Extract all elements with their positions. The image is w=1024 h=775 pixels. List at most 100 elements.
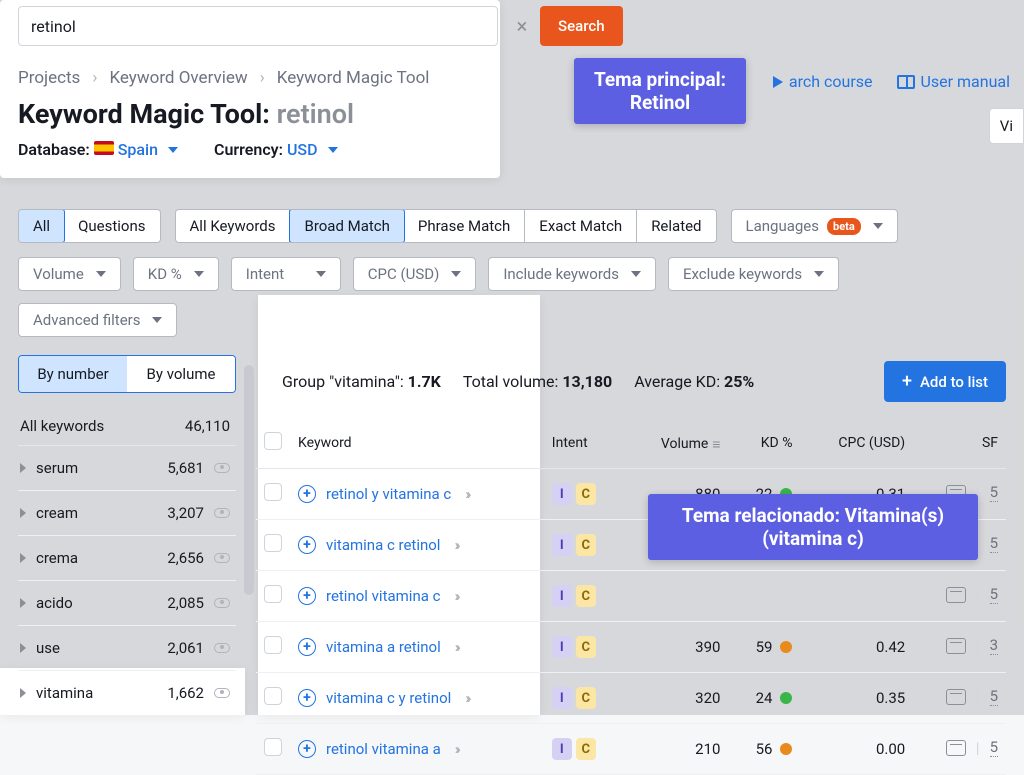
sidebar-item-vitamina[interactable]: vitamina 1,662 xyxy=(18,671,236,716)
row-checkbox[interactable] xyxy=(264,483,282,501)
sf-divider: | xyxy=(976,586,980,604)
search-button[interactable]: Search xyxy=(540,6,623,46)
add-keyword-icon[interactable]: + xyxy=(298,587,316,605)
tab-broad-match[interactable]: Broad Match xyxy=(289,209,404,243)
sidebar-all-keywords[interactable]: All keywords xyxy=(20,417,104,435)
keyword-link[interactable]: retinol vitamina a xyxy=(326,740,441,758)
serp-icon[interactable] xyxy=(946,587,966,603)
col-cpc[interactable]: CPC (USD) xyxy=(800,418,913,469)
sf-value[interactable]: 5 xyxy=(990,483,998,502)
cpc-filter[interactable]: CPC (USD) xyxy=(353,257,477,291)
breadcrumb-item[interactable]: Projects xyxy=(18,68,80,88)
intent-badge-c: C xyxy=(576,534,596,556)
volume-value: 320 xyxy=(626,673,729,724)
chevron-right-icon xyxy=(20,508,26,518)
include-filter[interactable]: Include keywords xyxy=(488,257,656,291)
sf-value[interactable]: 5 xyxy=(990,687,998,706)
tab-related[interactable]: Related xyxy=(637,210,715,242)
intent-badge-c: C xyxy=(576,483,596,505)
sidebar-item-serum[interactable]: serum 5,681 xyxy=(18,446,236,491)
intent-badge-i: I xyxy=(552,687,572,709)
exclude-filter[interactable]: Exclude keywords xyxy=(668,257,839,291)
tab-all[interactable]: All xyxy=(18,209,65,243)
close-icon[interactable]: × xyxy=(512,14,532,38)
sidebar-item-use[interactable]: use 2,061 xyxy=(18,626,236,671)
sidebar-item-cream[interactable]: cream 3,207 xyxy=(18,491,236,536)
add-keyword-icon[interactable]: + xyxy=(298,638,316,656)
serp-icon[interactable] xyxy=(946,638,966,654)
tab-questions[interactable]: Questions xyxy=(64,210,159,242)
serp-icon[interactable] xyxy=(946,740,966,756)
intent-badge-i: I xyxy=(552,483,572,505)
add-keyword-icon[interactable]: + xyxy=(298,740,316,758)
serp-icon[interactable] xyxy=(946,689,966,705)
sidebar-scrollbar[interactable] xyxy=(244,365,254,595)
breadcrumb-item[interactable]: Keyword Magic Tool xyxy=(277,68,430,88)
keyword-link[interactable]: retinol vitamina c xyxy=(326,587,440,605)
cpc-value: 0.35 xyxy=(800,673,913,724)
table-row: +vitamina a retinol›› IC 390 59 0.42 |3 xyxy=(256,622,1006,673)
sidebar-item-acido[interactable]: acido 2,085 xyxy=(18,581,236,626)
kd-value: 56 xyxy=(728,724,800,775)
double-chevron-icon: ›› xyxy=(465,485,468,503)
keyword-link[interactable]: vitamina c retinol xyxy=(326,536,440,554)
keyword-link[interactable]: retinol y vitamina c xyxy=(326,485,451,503)
eye-icon[interactable] xyxy=(214,508,230,518)
volume-filter[interactable]: Volume xyxy=(18,257,121,291)
intent-filter[interactable]: Intent xyxy=(231,257,341,291)
row-checkbox[interactable] xyxy=(264,534,282,552)
languages-filter[interactable]: Languages beta xyxy=(731,209,898,243)
intent-badge-i: I xyxy=(552,534,572,556)
search-input[interactable] xyxy=(18,6,498,46)
row-checkbox[interactable] xyxy=(264,687,282,705)
volume-value: 390 xyxy=(626,622,729,673)
eye-icon[interactable] xyxy=(214,553,230,563)
tab-by-number[interactable]: By number xyxy=(19,356,127,392)
sf-divider: | xyxy=(976,739,980,757)
currency-selector[interactable]: USD xyxy=(287,140,338,159)
volume-value xyxy=(626,571,729,622)
row-checkbox[interactable] xyxy=(264,636,282,654)
eye-icon[interactable] xyxy=(214,463,230,473)
kd-filter[interactable]: KD % xyxy=(133,257,219,291)
col-kd[interactable]: KD % xyxy=(728,418,800,469)
search-course-link[interactable]: arch course xyxy=(773,72,873,91)
row-checkbox[interactable] xyxy=(264,585,282,603)
col-sf[interactable]: SF xyxy=(913,418,1006,469)
sf-value[interactable]: 3 xyxy=(990,636,998,655)
eye-icon[interactable] xyxy=(214,598,230,608)
tab-exact-match[interactable]: Exact Match xyxy=(525,210,637,242)
sf-value[interactable]: 5 xyxy=(990,534,998,553)
play-icon xyxy=(773,76,783,88)
view-button[interactable]: Vi xyxy=(989,108,1024,144)
row-checkbox[interactable] xyxy=(264,738,282,756)
chevron-right-icon xyxy=(20,598,26,608)
avg-kd-label: Average KD: xyxy=(634,372,720,391)
sf-value[interactable]: 5 xyxy=(990,738,998,757)
group-label: Group "vitamina": xyxy=(282,372,404,391)
add-keyword-icon[interactable]: + xyxy=(298,485,316,503)
add-to-list-button[interactable]: +Add to list xyxy=(884,361,1006,402)
add-keyword-icon[interactable]: + xyxy=(298,536,316,554)
col-intent[interactable]: Intent xyxy=(544,418,626,469)
eye-icon[interactable] xyxy=(214,688,230,698)
col-volume[interactable]: Volume≡ xyxy=(626,418,729,469)
col-keyword[interactable]: Keyword xyxy=(290,418,544,469)
total-volume-label: Total volume: xyxy=(463,372,559,391)
keyword-link[interactable]: vitamina a retinol xyxy=(326,638,441,656)
tab-by-volume[interactable]: By volume xyxy=(127,356,235,392)
sidebar-item-crema[interactable]: crema 2,656 xyxy=(18,536,236,581)
select-all-checkbox[interactable] xyxy=(264,432,282,450)
double-chevron-icon: ›› xyxy=(455,740,458,758)
database-selector[interactable]: Spain xyxy=(118,140,178,159)
sort-segment: By number By volume xyxy=(18,355,236,393)
tab-phrase-match[interactable]: Phrase Match xyxy=(404,210,525,242)
user-manual-link[interactable]: User manual xyxy=(897,72,1011,91)
keyword-link[interactable]: vitamina c y retinol xyxy=(326,689,451,707)
breadcrumb-item[interactable]: Keyword Overview xyxy=(109,68,247,88)
sf-value[interactable]: 5 xyxy=(990,585,998,604)
add-keyword-icon[interactable]: + xyxy=(298,689,316,707)
eye-icon[interactable] xyxy=(214,643,230,653)
advanced-filter[interactable]: Advanced filters xyxy=(18,303,177,337)
tab-all-keywords[interactable]: All Keywords xyxy=(176,210,291,242)
